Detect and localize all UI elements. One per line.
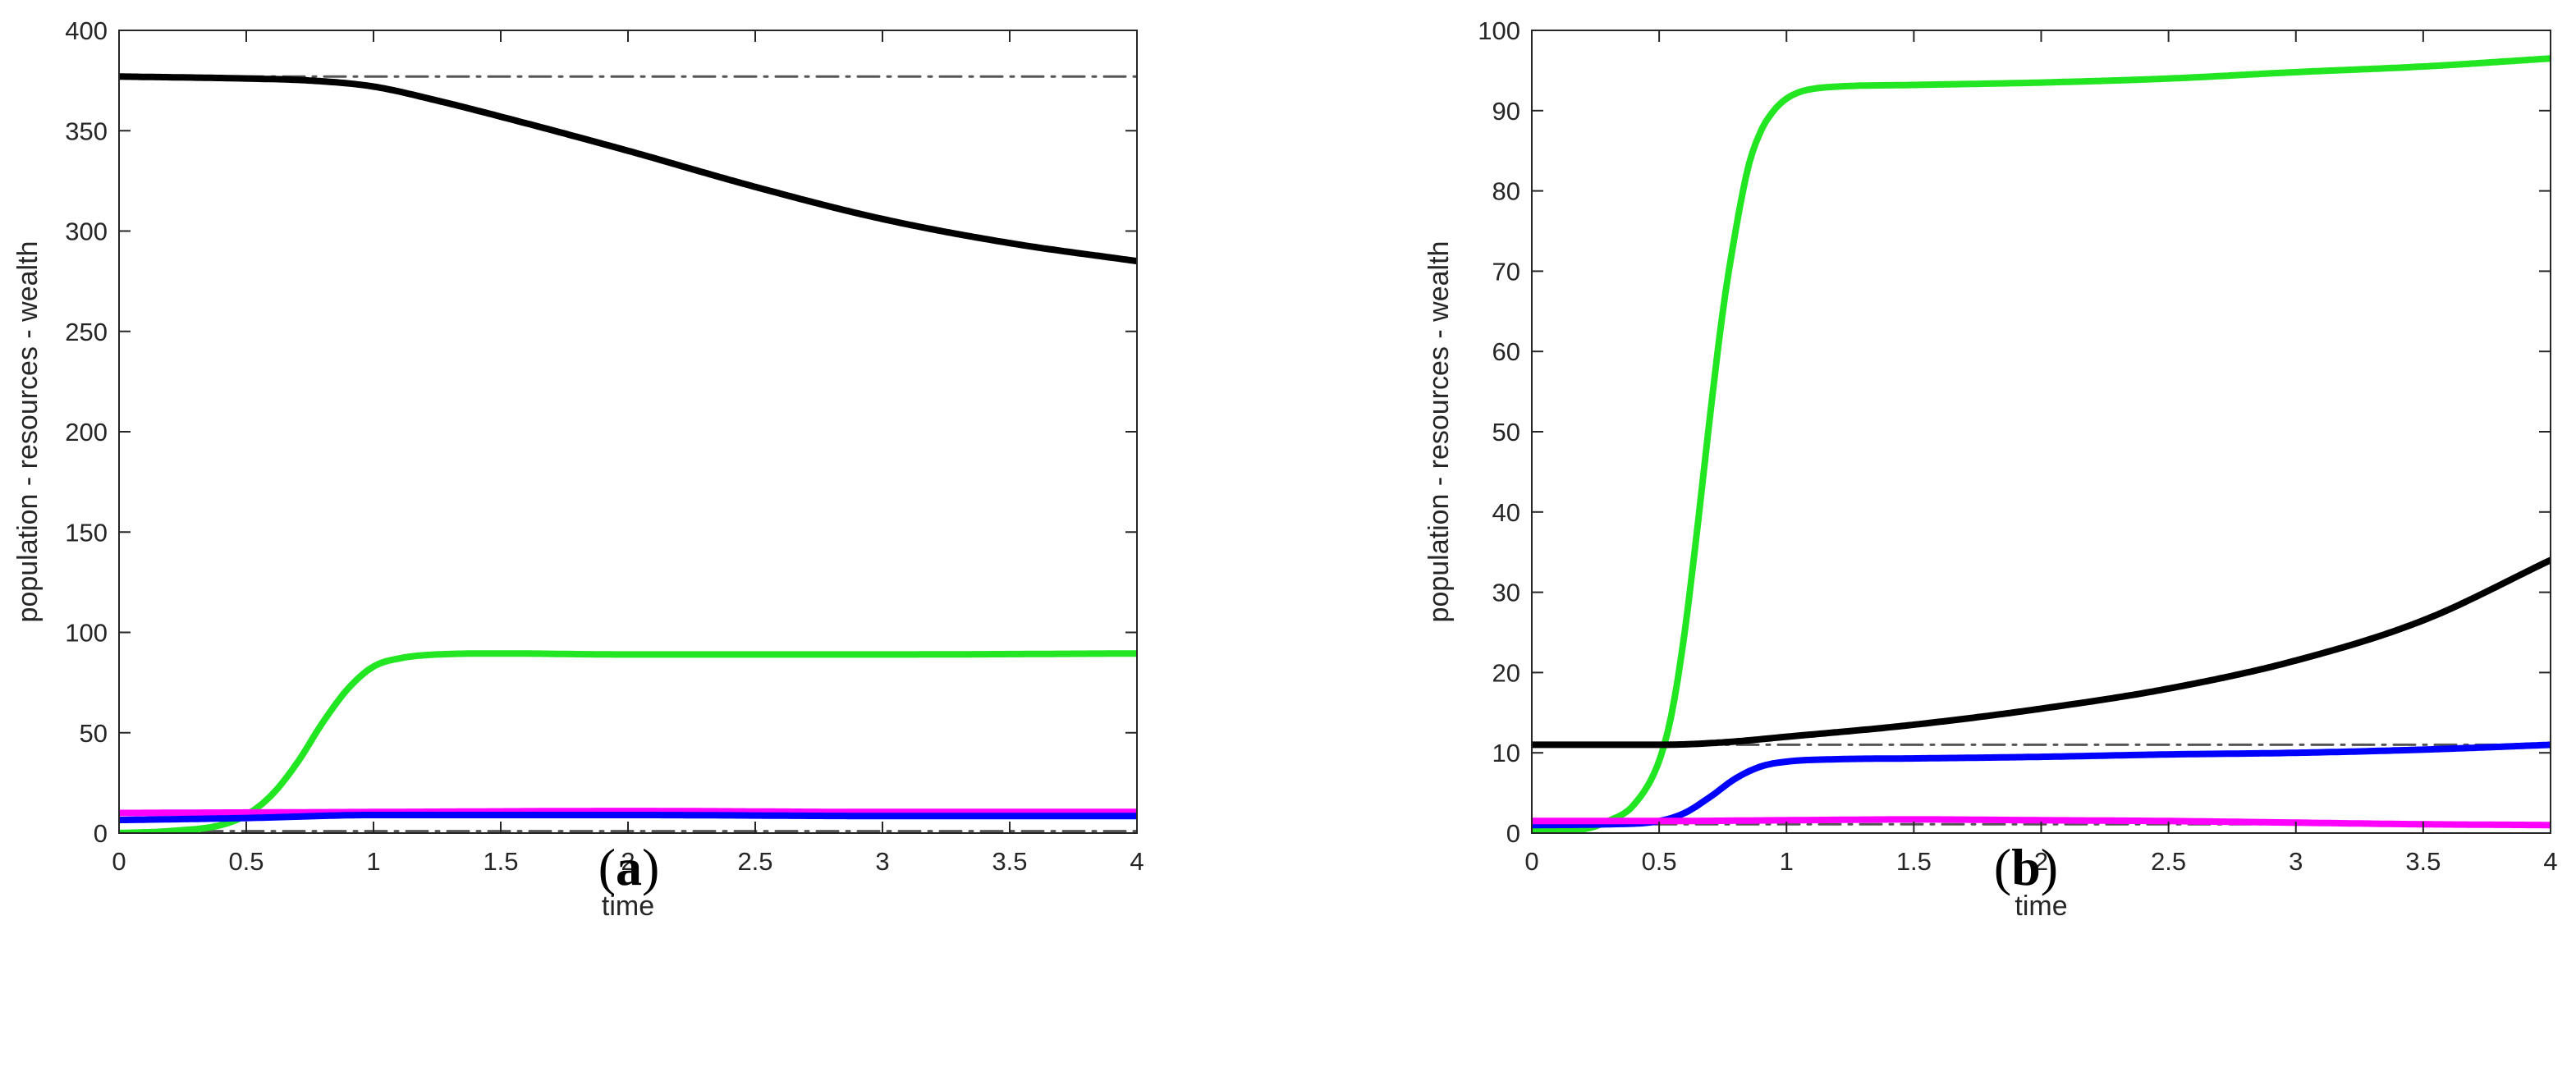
y-tick-label: 80 [1492, 177, 1520, 206]
y-tick-label: 50 [1492, 418, 1520, 446]
series-line-resources [119, 73, 1137, 265]
y-tick-label: 90 [1492, 97, 1520, 126]
series-line-resources [1532, 556, 2551, 749]
x-tick-label: 0 [112, 847, 126, 876]
series-group [1532, 55, 2551, 833]
y-tick-label: 30 [1492, 579, 1520, 607]
x-tick-label: 0.5 [1642, 847, 1677, 876]
series-line-population-blue [119, 812, 1137, 824]
plot-area [119, 30, 1137, 833]
x-tick-label: 3 [2289, 847, 2303, 876]
y-tick-label: 20 [1492, 658, 1520, 687]
x-tick-label: 0 [1524, 847, 1538, 876]
series-line-population-magenta [1532, 816, 2551, 829]
y-tick-label: 40 [1492, 498, 1520, 527]
y-tick-label: 300 [65, 218, 108, 246]
panel-a-caption: (a) [598, 838, 660, 896]
x-tick-label: 4 [2543, 847, 2557, 876]
x-tick-label: 4 [1130, 847, 1144, 876]
x-tick-label: 0.5 [228, 847, 264, 876]
y-tick-label: 400 [65, 16, 108, 45]
x-tick-label: 2.5 [737, 847, 772, 876]
x-tick-label: 2.5 [2151, 847, 2186, 876]
panel-a-chart: 0 0.5 1 1.5 2 2.5 3 3.5 4 0 50 100 150 200 250 300 350 40… [12, 16, 1144, 922]
x-axis-label: time [602, 891, 654, 922]
x-tick-label: 2 [621, 847, 635, 876]
panel-b-caption: (b) [1993, 838, 2059, 896]
y-axis-label: population - resources - wealth [12, 241, 44, 623]
series-line-population-magenta [119, 808, 1137, 817]
y-tick-label: 100 [65, 619, 108, 648]
y-tick-label: 0 [94, 819, 108, 848]
y-tick-label: 60 [1492, 337, 1520, 366]
x-tick-label: 1 [366, 847, 380, 876]
x-tick-label: 1.5 [1896, 847, 1932, 876]
x-axis-label: time [2015, 891, 2067, 922]
x-tick-label: 2 [2034, 847, 2048, 876]
y-tick-label: 10 [1492, 739, 1520, 767]
y-tick-label: 50 [80, 719, 108, 748]
x-tick-label: 3 [875, 847, 889, 876]
x-tick-label: 3.5 [2405, 847, 2441, 876]
series-line-population-blue [1532, 741, 2551, 829]
y-axis-label: population - resources - wealth [1423, 241, 1455, 623]
plot-area [1532, 30, 2551, 833]
x-tick-label: 3.5 [992, 847, 1027, 876]
x-tick-label: 1 [1780, 847, 1794, 876]
y-tick-label: 200 [65, 418, 108, 446]
y-tick-label: 350 [65, 117, 108, 145]
x-tick-label: 1.5 [483, 847, 518, 876]
y-tick-label: 250 [65, 318, 108, 346]
series-line-wealth [1532, 55, 2551, 833]
y-tick-label: 0 [1506, 819, 1520, 848]
panel-b-chart: 0 0.5 1 1.5 2 2.5 3 3.5 40102030405060708090100t… [1423, 16, 2558, 922]
y-tick-label: 70 [1492, 257, 1520, 286]
y-tick-label: 150 [65, 518, 108, 547]
series-line-wealth [119, 650, 1137, 833]
y-tick-label: 100 [1478, 16, 1520, 45]
